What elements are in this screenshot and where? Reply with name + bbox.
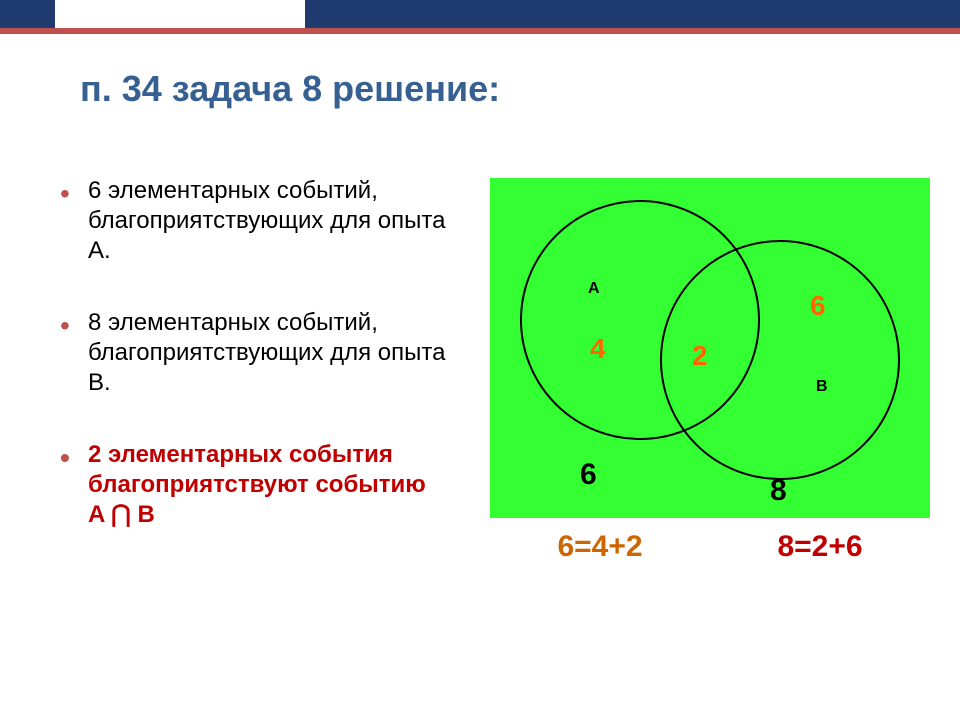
header-bar-gap — [55, 0, 305, 34]
venn-total-a: 6 — [580, 458, 597, 492]
venn-total-b: 8 — [770, 474, 787, 508]
equation-b: 8=2+6 — [777, 530, 862, 564]
equation-a: 6=4+2 — [557, 530, 642, 564]
venn-value-intersection: 2 — [692, 340, 708, 372]
bullet-item: 2 элементарных события благоприятствуют … — [60, 440, 470, 530]
header-bar — [0, 0, 960, 28]
bullet-item: 6 элементарных событий, благоприятствующ… — [60, 176, 470, 266]
diagram-area: А В 4 2 6 6 8 6=4+2 8=2+6 — [490, 178, 930, 564]
venn-label-a: А — [588, 280, 600, 298]
venn-value-only-a: 4 — [590, 333, 606, 365]
bullet-list: 6 элементарных событий, благоприятствующ… — [60, 176, 470, 572]
page-title: п. 34 задача 8 решение: — [80, 68, 500, 110]
venn-diagram: А В 4 2 6 6 8 — [490, 178, 930, 518]
venn-value-only-b: 6 — [810, 290, 826, 322]
bullet-item: 8 элементарных событий, благоприятствующ… — [60, 308, 470, 398]
venn-label-b: В — [816, 378, 828, 396]
equation-row: 6=4+2 8=2+6 — [490, 530, 930, 564]
